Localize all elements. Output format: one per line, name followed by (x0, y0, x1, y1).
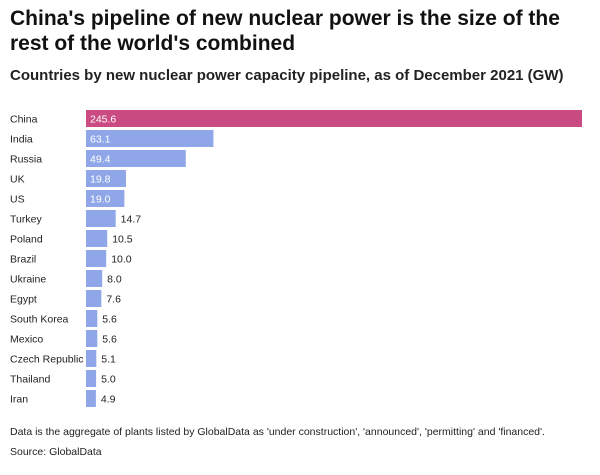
value-label-china: 245.6 (90, 114, 116, 126)
bar-egypt (86, 290, 102, 307)
category-label-china: China (10, 114, 38, 126)
category-label-iran: Iran (10, 394, 28, 406)
category-label-egypt: Egypt (10, 294, 37, 306)
bar-iran (86, 390, 96, 407)
value-label-thailand: 5.0 (101, 374, 116, 386)
category-label-south-korea: South Korea (10, 314, 69, 326)
value-label-czech-republic: 5.1 (101, 354, 116, 366)
bar-china (86, 110, 582, 127)
value-label-india: 63.1 (90, 134, 111, 146)
bar-czech-republic (86, 350, 97, 367)
bar-thailand (86, 370, 97, 387)
category-label-brazil: Brazil (10, 254, 36, 266)
category-label-thailand: Thailand (10, 374, 50, 386)
value-label-uk: 19.8 (90, 174, 111, 186)
bar-south-korea (86, 310, 98, 327)
value-label-us: 19.0 (90, 194, 111, 206)
value-label-ukraine: 8.0 (107, 274, 122, 286)
category-label-uk: UK (10, 174, 25, 186)
category-label-ukraine: Ukraine (10, 274, 46, 286)
category-label-india: India (10, 134, 33, 146)
bar-poland (86, 230, 108, 247)
value-label-iran: 4.9 (101, 394, 116, 406)
bar-russia (86, 150, 186, 167)
category-label-poland: Poland (10, 234, 43, 246)
bar-mexico (86, 330, 98, 347)
chart-subtitle: Countries by new nuclear power capacity … (10, 67, 564, 84)
category-label-russia: Russia (10, 154, 42, 166)
bar-ukraine (86, 270, 103, 287)
value-label-south-korea: 5.6 (102, 314, 117, 326)
source-note: Source: GlobalData (10, 446, 102, 458)
category-label-czech-republic: Czech Republic (10, 354, 84, 366)
bar-turkey (86, 210, 116, 227)
value-label-brazil: 10.0 (111, 254, 132, 266)
bar-india (86, 130, 214, 147)
bar-us (86, 190, 125, 207)
category-label-turkey: Turkey (10, 214, 42, 226)
bar-brazil (86, 250, 107, 267)
footnote: Data is the aggregate of plants listed b… (10, 426, 545, 438)
category-label-us: US (10, 194, 25, 206)
bar-uk (86, 170, 126, 187)
category-label-mexico: Mexico (10, 334, 43, 346)
chart-title: China's pipeline of new nuclear power is… (10, 7, 560, 55)
value-label-russia: 49.4 (90, 154, 111, 166)
value-label-poland: 10.5 (112, 234, 133, 246)
value-label-mexico: 5.6 (102, 334, 117, 346)
value-label-egypt: 7.6 (106, 294, 121, 306)
value-label-turkey: 14.7 (121, 214, 142, 226)
